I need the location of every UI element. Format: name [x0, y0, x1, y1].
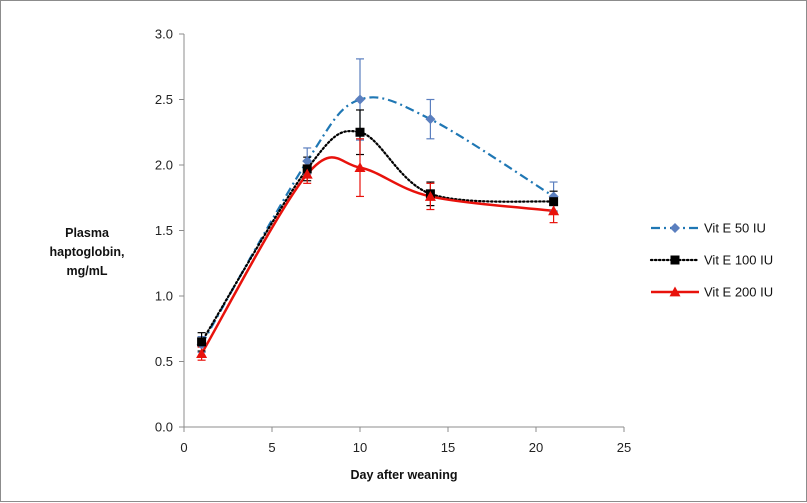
series-line-1	[200, 130, 555, 343]
legend-marker-diamond	[670, 223, 680, 233]
series-lines	[200, 96, 555, 355]
y-axis-title-line-3: mg/mL	[67, 264, 108, 278]
legend-marker-square	[670, 255, 680, 265]
y-tick-label: 1.0	[155, 289, 173, 304]
data-point-square	[355, 127, 365, 137]
data-point-triangle	[196, 348, 208, 359]
data-point-triangle	[424, 190, 436, 201]
data-point-triangle	[354, 162, 366, 173]
data-point-diamond	[302, 156, 313, 167]
x-axis-title: Day after weaning	[351, 468, 458, 482]
y-ticks: 0.0 0.5 1.0 1.5 2.0 2.5 3.0	[155, 27, 184, 435]
data-point-diamond	[355, 94, 365, 105]
y-tick-label: 3.0	[155, 27, 173, 42]
x-tick-label: 15	[441, 440, 455, 455]
x-tick-label: 5	[268, 440, 275, 455]
y-tick-label: 1.5	[155, 223, 173, 238]
x-tick-label: 25	[617, 440, 631, 455]
legend-item: Vit E 50 IU	[651, 221, 766, 236]
series-line-2	[200, 156, 554, 355]
y-tick-label: 2.0	[155, 158, 173, 173]
legend-label: Vit E 100 IU	[704, 253, 773, 268]
error-bars	[197, 58, 558, 361]
y-tick-label: 0.5	[155, 354, 173, 369]
y-axis-title-line-1: Plasma	[65, 226, 110, 240]
x-tick-label: 0	[180, 440, 187, 455]
legend-item: Vit E 200 IU	[651, 285, 773, 300]
x-tick-label: 20	[529, 440, 543, 455]
data-point-square	[549, 197, 559, 207]
data-point-triangle	[301, 168, 313, 179]
legend-marker-triangle	[669, 286, 681, 297]
series-line-0	[200, 96, 555, 346]
legend: Vit E 50 IU Vit E 100 IU Vit E 200 IU	[649, 221, 773, 300]
y-tick-label: 2.5	[155, 92, 173, 107]
legend-label: Vit E 200 IU	[704, 285, 773, 300]
data-markers	[196, 94, 560, 359]
axes	[183, 34, 624, 428]
x-tick-label: 10	[353, 440, 367, 455]
y-axis-title-line-2: haptoglobin,	[50, 245, 125, 259]
data-point-diamond	[425, 114, 436, 125]
data-point-square	[197, 337, 207, 347]
legend-label: Vit E 50 IU	[704, 221, 766, 236]
legend-item: Vit E 100 IU	[649, 253, 773, 268]
x-ticks: 0 5 10 15 20 25	[180, 427, 631, 455]
y-tick-label: 0.0	[155, 420, 173, 435]
data-point-triangle	[548, 205, 560, 216]
